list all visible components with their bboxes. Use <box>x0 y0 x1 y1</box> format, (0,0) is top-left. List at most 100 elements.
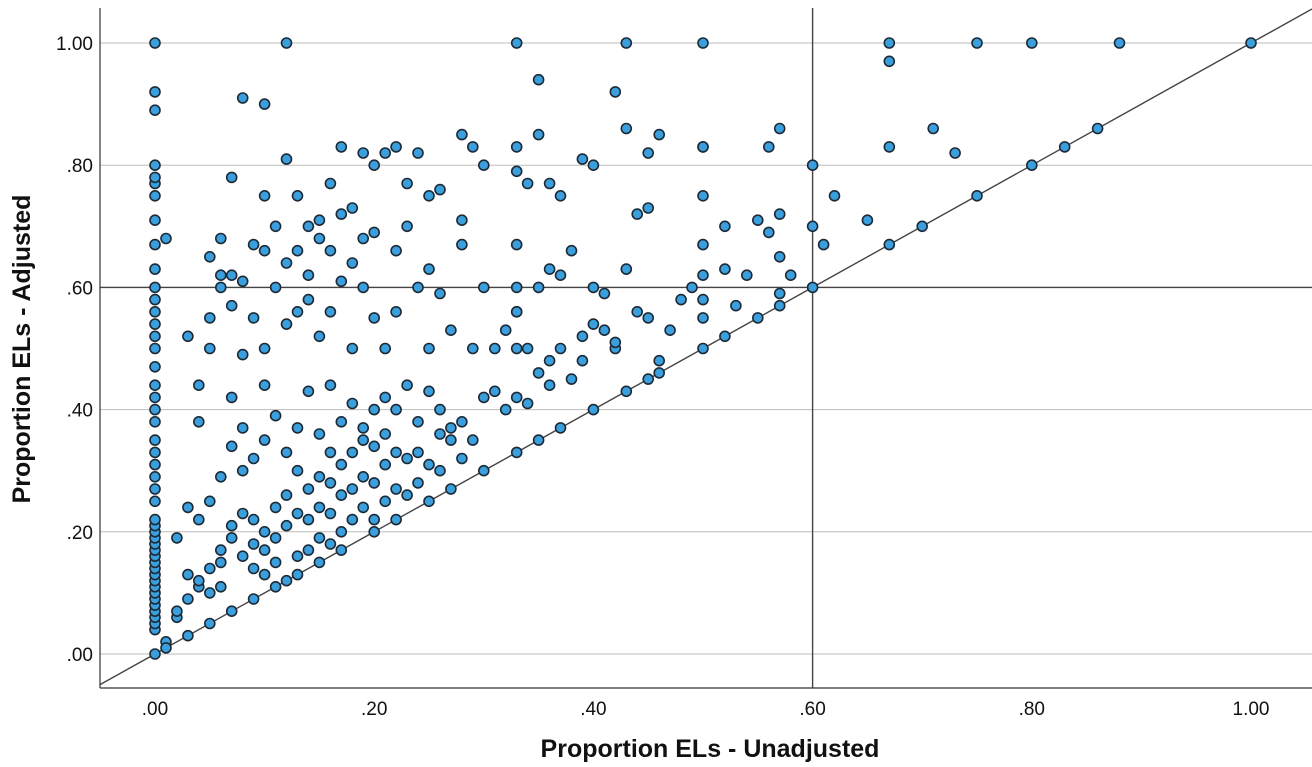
data-point <box>390 513 402 526</box>
data-point <box>357 281 370 294</box>
data-point <box>521 342 534 355</box>
data-point <box>149 403 161 416</box>
y-tick-label: 1.00 <box>56 34 93 55</box>
data-point <box>554 342 567 355</box>
data-point <box>149 483 161 495</box>
data-point <box>828 190 841 202</box>
data-point <box>335 415 348 428</box>
y-tick-label: .60 <box>67 278 93 299</box>
data-point <box>456 452 468 465</box>
data-point <box>269 580 282 593</box>
data-point <box>302 269 315 282</box>
data-point <box>609 86 622 98</box>
data-point <box>587 403 600 416</box>
data-point <box>368 525 381 538</box>
data-point <box>247 593 260 605</box>
data-point <box>784 269 797 282</box>
data-point <box>653 354 666 367</box>
data-point <box>225 171 238 184</box>
data-point <box>313 214 326 226</box>
data-point <box>324 305 337 318</box>
data-point <box>817 238 830 251</box>
data-point <box>521 397 534 410</box>
data-point <box>313 232 326 245</box>
data-point <box>697 269 709 282</box>
data-point <box>302 220 315 233</box>
data-point <box>445 483 457 495</box>
data-point <box>368 403 381 416</box>
data-point <box>171 532 183 544</box>
data-point <box>543 379 556 392</box>
data-point <box>149 513 161 526</box>
data-point <box>302 293 315 306</box>
data-point <box>510 342 523 355</box>
data-point <box>346 397 359 410</box>
data-point <box>762 141 775 153</box>
data-point <box>215 580 227 593</box>
data-point <box>412 147 424 159</box>
data-point <box>258 244 271 257</box>
data-point <box>390 483 402 495</box>
data-point <box>280 257 293 269</box>
data-point <box>762 226 775 239</box>
data-point <box>543 354 556 367</box>
data-point <box>686 281 698 294</box>
data-point <box>445 422 457 434</box>
data-point <box>510 446 523 459</box>
data-point <box>291 244 304 257</box>
data-point <box>477 391 490 404</box>
data-point <box>488 342 501 355</box>
data-point <box>697 141 709 153</box>
data-point <box>445 324 457 337</box>
data-points <box>149 37 1257 660</box>
data-point <box>390 403 402 416</box>
data-point <box>740 269 753 282</box>
data-point <box>247 538 260 550</box>
data-point <box>368 226 381 239</box>
data-point <box>269 501 282 514</box>
data-point <box>182 330 194 343</box>
data-point <box>587 318 600 330</box>
data-point <box>291 464 304 477</box>
data-point <box>653 128 666 141</box>
data-point <box>510 165 523 178</box>
data-point <box>883 238 896 251</box>
data-point <box>576 330 589 343</box>
data-point <box>477 159 490 171</box>
data-point <box>927 122 940 135</box>
data-point <box>368 159 381 171</box>
data-point <box>193 379 205 392</box>
x-tick-label: .80 <box>1019 699 1045 720</box>
data-point <box>269 281 282 294</box>
data-point <box>215 232 227 245</box>
data-point <box>335 489 348 501</box>
data-point <box>149 495 161 508</box>
data-point <box>149 379 161 392</box>
data-point <box>565 373 578 385</box>
data-point <box>719 330 731 343</box>
data-point <box>346 342 359 355</box>
data-point <box>412 446 424 459</box>
data-point <box>204 312 216 324</box>
y-tick-label: .80 <box>67 156 93 177</box>
data-point <box>346 202 359 214</box>
data-point <box>258 342 271 355</box>
data-point <box>401 220 413 233</box>
data-point <box>488 385 501 398</box>
data-point <box>379 458 392 471</box>
data-point <box>149 470 161 483</box>
data-point <box>456 238 468 251</box>
data-point <box>390 446 402 459</box>
data-point <box>510 238 523 251</box>
data-point <box>236 92 249 104</box>
data-point <box>773 299 786 312</box>
data-point <box>258 98 271 110</box>
x-tick-label: .00 <box>142 699 168 720</box>
data-point <box>302 385 315 398</box>
data-point <box>510 281 523 294</box>
data-point <box>543 263 556 275</box>
data-point <box>697 312 709 324</box>
data-point <box>204 250 216 263</box>
data-point <box>236 422 249 434</box>
data-point <box>499 403 512 416</box>
